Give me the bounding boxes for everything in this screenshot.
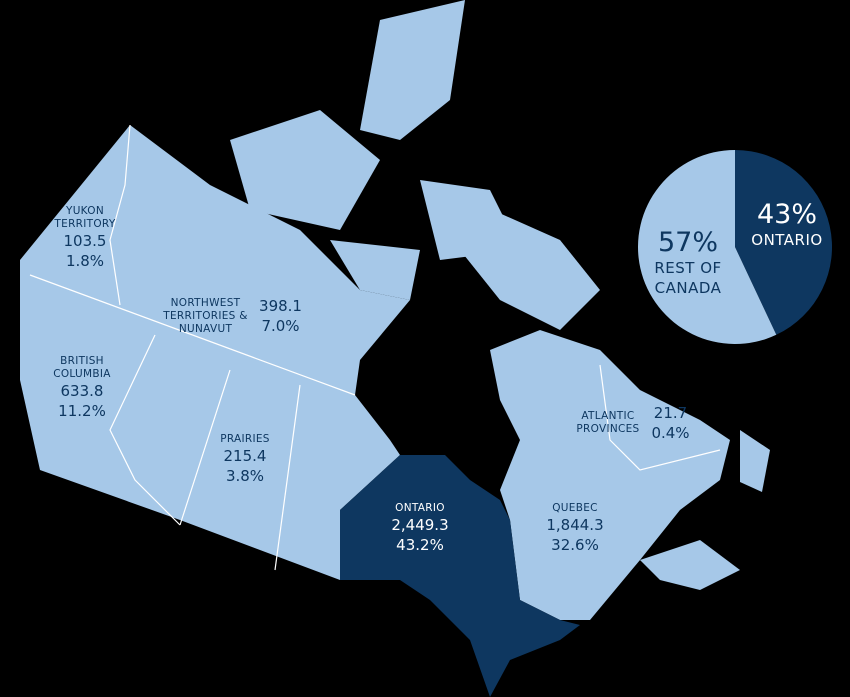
pie-percent: 57% bbox=[657, 227, 718, 258]
region-values: 215.4 3.8% bbox=[205, 446, 285, 486]
region-name: QUEBEC bbox=[552, 502, 598, 514]
region-values: 103.5 1.8% bbox=[50, 231, 120, 271]
region-label: PRAIRIES 215.4 3.8% bbox=[205, 433, 285, 486]
pie-percent: 43% bbox=[756, 199, 817, 230]
region-share: 0.4% bbox=[651, 424, 690, 442]
region-value: 398.1 bbox=[259, 297, 302, 315]
region-label: NORTHWEST TERRITORIES & NUNAVUT 398.1 7.0% bbox=[158, 296, 302, 336]
region-share: 43.2% bbox=[396, 536, 444, 554]
region-value: 1,844.3 bbox=[546, 516, 604, 534]
pie-slice bbox=[735, 150, 832, 335]
region-name: ATLANTIC PROVINCES bbox=[576, 410, 640, 435]
land bbox=[20, 0, 770, 620]
ontario-region bbox=[340, 455, 580, 697]
region-value: 215.4 bbox=[223, 447, 267, 465]
region-values: 1,844.3 32.6% bbox=[535, 515, 615, 555]
region-label: YUKON TERRITORY 103.5 1.8% bbox=[50, 205, 120, 271]
region-label: ATLANTIC PROVINCES 21.7 0.4% bbox=[570, 403, 689, 443]
pie-category: REST OF CANADA bbox=[654, 259, 722, 297]
region-values: 633.8 11.2% bbox=[42, 381, 122, 421]
region-share: 11.2% bbox=[58, 402, 106, 420]
pie-label: 57% REST OF CANADA bbox=[641, 228, 736, 298]
region-name: BRITISH COLUMBIA bbox=[53, 355, 111, 380]
pie-slice bbox=[637, 150, 777, 344]
region-value: 21.7 bbox=[653, 404, 688, 422]
region-values: 2,449.3 43.2% bbox=[380, 515, 460, 555]
region-value: 633.8 bbox=[60, 382, 104, 400]
region-name: NORTHWEST TERRITORIES & NUNAVUT bbox=[163, 296, 248, 335]
region-values: 21.7 0.4% bbox=[651, 403, 689, 443]
region-name: PRAIRIES bbox=[220, 433, 270, 445]
region-share: 7.0% bbox=[261, 317, 300, 335]
pie-chart bbox=[637, 150, 832, 344]
region-value: 103.5 bbox=[63, 232, 107, 250]
region-label: QUEBEC 1,844.3 32.6% bbox=[535, 502, 615, 555]
region-share: 1.8% bbox=[65, 252, 105, 270]
region-value: 2,449.3 bbox=[391, 516, 449, 534]
region-label: BRITISH COLUMBIA 633.8 11.2% bbox=[42, 355, 122, 421]
region-share: 32.6% bbox=[551, 536, 599, 554]
borders bbox=[29, 124, 721, 571]
region-values: 398.1 7.0% bbox=[259, 296, 302, 336]
region-name: ONTARIO bbox=[395, 502, 445, 514]
region-share: 3.8% bbox=[225, 467, 265, 485]
pie-label: 43% ONTARIO bbox=[740, 200, 835, 250]
region-label: ONTARIO 2,449.3 43.2% bbox=[380, 502, 460, 555]
pie-category: ONTARIO bbox=[751, 231, 823, 249]
region-name: YUKON TERRITORY bbox=[54, 205, 116, 230]
